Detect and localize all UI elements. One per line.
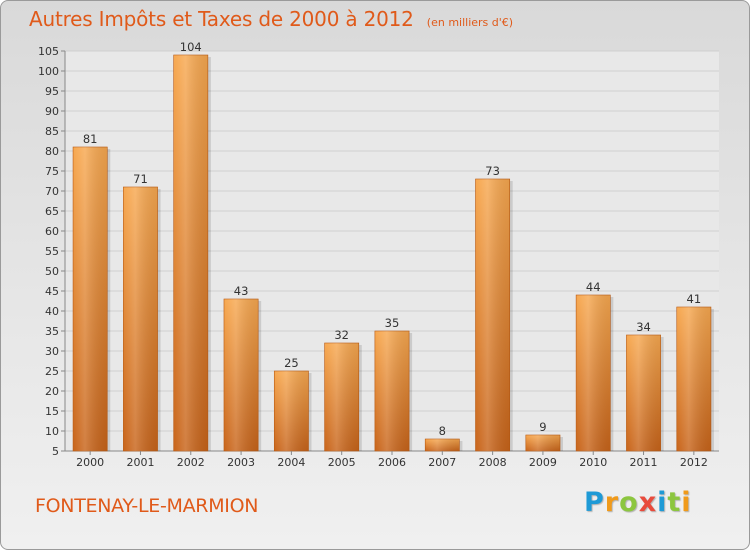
y-tick-label: 60 bbox=[45, 225, 59, 238]
x-tick-label-2005: 2005 bbox=[328, 456, 356, 469]
bar-highlight bbox=[676, 307, 711, 451]
y-tick-label: 20 bbox=[45, 385, 59, 398]
y-tick-label: 30 bbox=[45, 345, 59, 358]
logo-letter: i bbox=[657, 487, 668, 518]
bar-highlight bbox=[475, 179, 510, 451]
x-tick-label-2006: 2006 bbox=[378, 456, 406, 469]
logo-letter: o bbox=[619, 487, 639, 518]
x-tick-label-2002: 2002 bbox=[177, 456, 205, 469]
bar-highlight bbox=[274, 371, 309, 451]
x-tick-label-2003: 2003 bbox=[227, 456, 255, 469]
proxiti-logo: Proxiti bbox=[584, 487, 692, 518]
y-tick-label: 5 bbox=[52, 445, 59, 458]
data-label-2012: 41 bbox=[687, 292, 702, 306]
chart-subtitle: (en milliers d'€) bbox=[426, 16, 514, 29]
y-tick-label: 65 bbox=[45, 205, 59, 218]
y-tick-label: 75 bbox=[45, 165, 59, 178]
data-label-2005: 32 bbox=[334, 328, 349, 342]
y-tick-label: 105 bbox=[38, 45, 59, 58]
y-tick-label: 45 bbox=[45, 285, 59, 298]
y-tick-label: 100 bbox=[38, 65, 59, 78]
data-label-2000: 81 bbox=[83, 132, 98, 146]
bar-highlight bbox=[374, 331, 410, 451]
data-label-2011: 34 bbox=[636, 320, 651, 334]
y-tick-label: 55 bbox=[45, 245, 59, 258]
data-label-2003: 43 bbox=[234, 284, 249, 298]
y-tick-label: 25 bbox=[45, 365, 59, 378]
bar-highlight bbox=[223, 299, 259, 451]
y-tick-label: 35 bbox=[45, 325, 59, 338]
data-label-2006: 35 bbox=[385, 316, 400, 330]
y-tick-label: 70 bbox=[45, 185, 59, 198]
x-tick-label-2000: 2000 bbox=[76, 456, 104, 469]
x-tick-label-2010: 2010 bbox=[579, 456, 607, 469]
bar-highlight bbox=[73, 147, 108, 451]
x-tick-label-2008: 2008 bbox=[479, 456, 507, 469]
bar-highlight bbox=[425, 439, 460, 451]
data-label-2008: 73 bbox=[485, 164, 500, 178]
data-label-2001: 71 bbox=[133, 172, 148, 186]
chart-title: Autres Impôts et Taxes de 2000 à 2012 bbox=[29, 7, 414, 31]
logo-letter: P bbox=[584, 487, 605, 518]
x-tick-label-2012: 2012 bbox=[680, 456, 708, 469]
y-tick-label: 80 bbox=[45, 145, 59, 158]
x-tick-label-2001: 2001 bbox=[126, 456, 154, 469]
y-tick-label: 90 bbox=[45, 105, 59, 118]
y-tick-label: 95 bbox=[45, 85, 59, 98]
y-tick-label: 15 bbox=[45, 405, 59, 418]
bar-highlight bbox=[576, 295, 611, 451]
bar-highlight bbox=[324, 343, 359, 451]
y-tick-label: 40 bbox=[45, 305, 59, 318]
plot-area: 5 10 15 20 25 30 35 40 45 50 55 60 65 70 75 80 85 90 95 100… bbox=[38, 40, 719, 469]
logo-letter: t bbox=[667, 487, 682, 518]
x-tick-label-2004: 2004 bbox=[277, 456, 305, 469]
data-label-2007: 8 bbox=[439, 424, 446, 438]
title-block: Autres Impôts et Taxes de 2000 à 2012 (e… bbox=[29, 7, 513, 31]
x-tick-label-2009: 2009 bbox=[529, 456, 557, 469]
logo-letter: i bbox=[681, 487, 692, 518]
y-tick-label: 10 bbox=[45, 425, 59, 438]
x-tick-label-2007: 2007 bbox=[428, 456, 456, 469]
bar-highlight bbox=[626, 335, 661, 451]
logo-letter: x bbox=[638, 487, 658, 518]
y-tick-label: 50 bbox=[45, 265, 59, 278]
y-tick-label: 85 bbox=[45, 125, 59, 138]
x-tick-label-2011: 2011 bbox=[630, 456, 658, 469]
bar-highlight bbox=[173, 55, 208, 451]
data-label-2002: 104 bbox=[180, 40, 202, 54]
data-label-2004: 25 bbox=[284, 356, 299, 370]
location-name: FONTENAY-LE-MARMION bbox=[35, 495, 259, 517]
data-label-2009: 9 bbox=[539, 420, 546, 434]
logo-letter: r bbox=[604, 487, 620, 518]
bar-highlight bbox=[123, 187, 158, 451]
bar-highlight bbox=[525, 435, 561, 451]
data-label-2010: 44 bbox=[586, 280, 601, 294]
